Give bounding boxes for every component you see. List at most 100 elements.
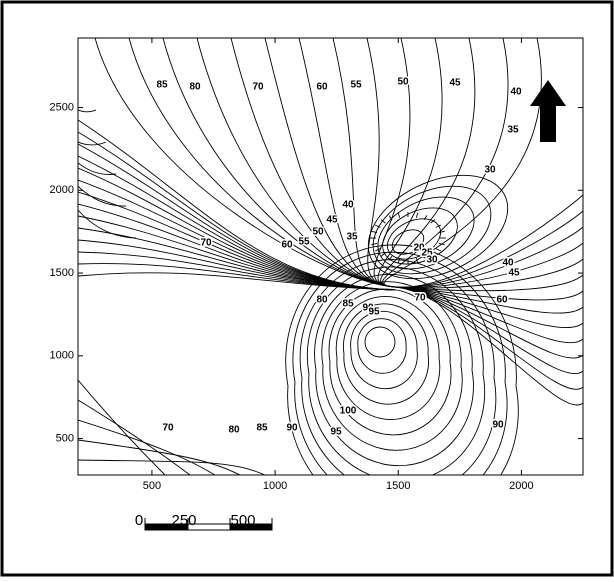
contour-label: 50 [397, 77, 409, 88]
contour-line [78, 272, 396, 291]
scale-label: 250 [171, 512, 196, 529]
contour-line [397, 212, 401, 218]
x-tick-label: 2000 [509, 480, 533, 492]
contour-label: 35 [346, 232, 358, 243]
contour-line [423, 255, 428, 261]
contour-label: 20 [413, 243, 425, 254]
contour-line [438, 242, 445, 246]
contour-line [388, 255, 393, 261]
contour-label: 35 [507, 125, 519, 136]
contour-line [377, 196, 475, 270]
contour-line [423, 215, 428, 221]
contour-line [372, 185, 492, 275]
contour-line [328, 288, 452, 436]
contour-line [415, 212, 419, 218]
contour-label: 40 [510, 87, 522, 98]
contour-label: 55 [350, 80, 362, 91]
contour-label: 40 [502, 258, 514, 269]
y-tick-label: 2000 [50, 184, 74, 196]
contour-line [397, 258, 401, 264]
contour-line [78, 459, 266, 475]
contour-label: 70 [200, 238, 212, 249]
contour-line [78, 66, 127, 207]
contour-line [374, 224, 381, 228]
x-tick-label: 500 [143, 480, 161, 492]
contour-line [78, 109, 97, 113]
contour-line [335, 296, 441, 420]
contour-label: 50 [312, 227, 324, 238]
contour-label: 85 [342, 299, 354, 310]
contour-line [371, 230, 378, 234]
contour-label: 70 [162, 423, 174, 434]
contour-line [78, 379, 166, 475]
contour-line [371, 242, 378, 246]
contour-line [292, 251, 508, 475]
y-tick-label: 500 [56, 432, 74, 444]
contour-line [314, 273, 474, 467]
contour-label: 70 [252, 82, 264, 93]
contour-label: 90 [362, 303, 374, 314]
contour-line [387, 218, 441, 260]
contour-label: 80 [189, 82, 201, 93]
contour-line [367, 174, 509, 280]
contour-label: 55 [298, 237, 310, 248]
contour-line [380, 252, 386, 257]
contour-line [78, 419, 216, 475]
contour-line [430, 219, 436, 224]
contour-label: 80 [316, 295, 328, 306]
contour-label: 60 [316, 82, 328, 93]
contour-line [343, 303, 429, 405]
contour-line [435, 224, 442, 228]
y-tick-label: 1000 [50, 350, 74, 362]
plot-frame [77, 37, 584, 476]
contour-label: 80 [228, 425, 240, 436]
contour-line [78, 54, 117, 175]
contour-line [78, 439, 241, 475]
contour-line [430, 252, 436, 257]
contour-line [364, 326, 396, 358]
contour-label: 90 [286, 423, 298, 434]
contour-label: 60 [281, 240, 293, 251]
contour-line [435, 248, 442, 252]
contour-label: 95 [330, 427, 342, 438]
contour-line [78, 78, 137, 239]
contour-label: 85 [156, 80, 168, 91]
contour-label: 45 [449, 78, 461, 89]
contour-label: 25 [421, 248, 433, 259]
contour-line [382, 207, 458, 265]
y-tick-label: 2500 [50, 101, 74, 113]
contour-label: 95 [368, 307, 380, 318]
contour-line [321, 281, 463, 451]
x-tick-label: 1000 [263, 480, 287, 492]
contour-line [415, 258, 419, 264]
contour-line [382, 38, 583, 390]
contour-lines [78, 38, 583, 475]
contour-line [299, 259, 497, 475]
contour-label: 85 [256, 423, 268, 434]
contour-line [383, 38, 583, 406]
contour-label: 40 [342, 200, 354, 211]
contour-label: 30 [426, 255, 438, 266]
y-tick-label: 1500 [50, 267, 74, 279]
scale-label: 500 [230, 512, 255, 529]
contour-label: 45 [326, 215, 338, 226]
contour-line [438, 230, 445, 234]
x-tick-label: 1500 [386, 480, 410, 492]
contour-line [380, 38, 583, 374]
contour-label: 30 [484, 165, 496, 176]
contour-line [380, 219, 386, 224]
contour-label: 100 [340, 406, 357, 417]
contour-line [374, 248, 381, 252]
scale-label: 0 [135, 512, 143, 529]
contour-label: 90 [492, 420, 504, 431]
contour-line [388, 215, 393, 221]
contour-label: 45 [508, 268, 520, 279]
contour-line [78, 399, 191, 475]
north-arrow [530, 80, 566, 142]
contour-line [78, 42, 107, 146]
contour-line [357, 318, 407, 374]
contour-label: 70 [414, 293, 426, 304]
scale-bar [144, 518, 273, 531]
